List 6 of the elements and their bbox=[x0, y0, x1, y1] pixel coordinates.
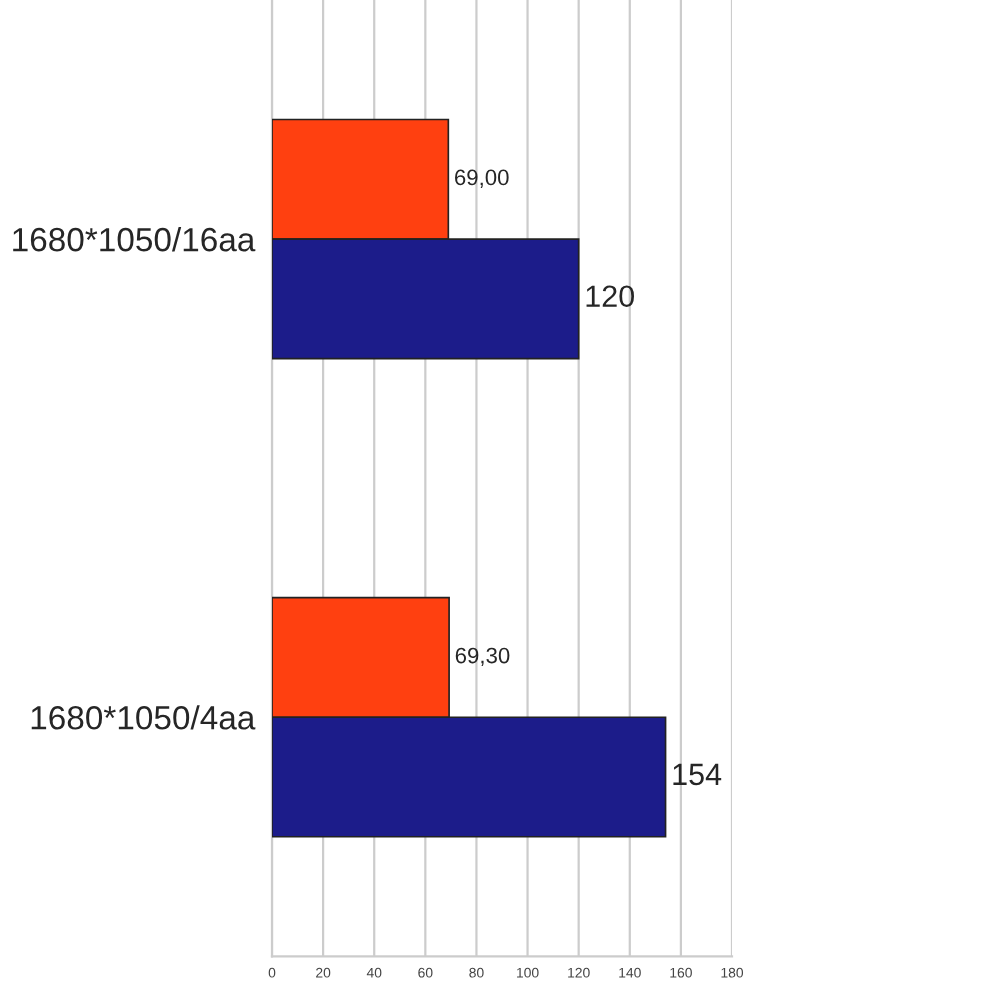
data-label: 69,00 bbox=[455, 169, 509, 188]
data-label: 120 bbox=[586, 285, 635, 308]
y-tick-label: 1680*1050/4aa bbox=[31, 705, 256, 730]
data-label: 69,30 bbox=[455, 647, 510, 667]
y-tick-label: 1680*1050/16aa bbox=[13, 226, 256, 252]
data-label: 154 bbox=[673, 763, 722, 786]
